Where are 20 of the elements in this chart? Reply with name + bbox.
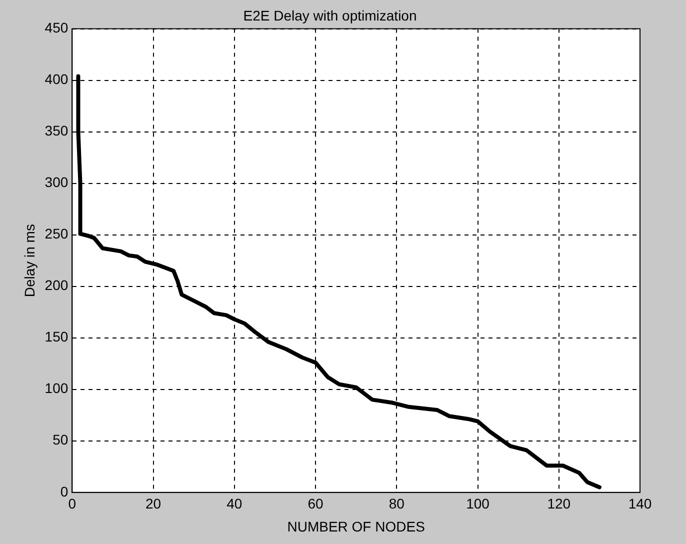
x-tick-label: 100 [466,496,490,512]
chart-title: E2E Delay with optimization [243,7,417,24]
y-tick-label: 200 [44,277,68,294]
y-axis-title: Delay in ms [21,224,38,298]
x-tick-label: 40 [226,496,242,512]
y-tick-label: 50 [52,432,68,448]
y-tick-label: 400 [44,71,68,88]
y-tick-label: 450 [44,20,68,36]
y-tick-label: 250 [44,226,68,242]
x-tick-label: 20 [145,496,162,512]
y-tick-label: 350 [44,122,68,139]
x-tick-label: 80 [388,496,405,512]
y-tick-label: 300 [44,174,68,190]
y-tick-label: 100 [44,380,68,396]
x-tick-label: 140 [628,496,652,512]
x-tick-label: 120 [547,496,571,512]
x-tick-label: 60 [308,496,324,512]
y-tick-label: 0 [60,483,68,500]
x-axis-title: NUMBER OF NODES [287,518,425,534]
y-tick-label: 150 [44,328,68,345]
